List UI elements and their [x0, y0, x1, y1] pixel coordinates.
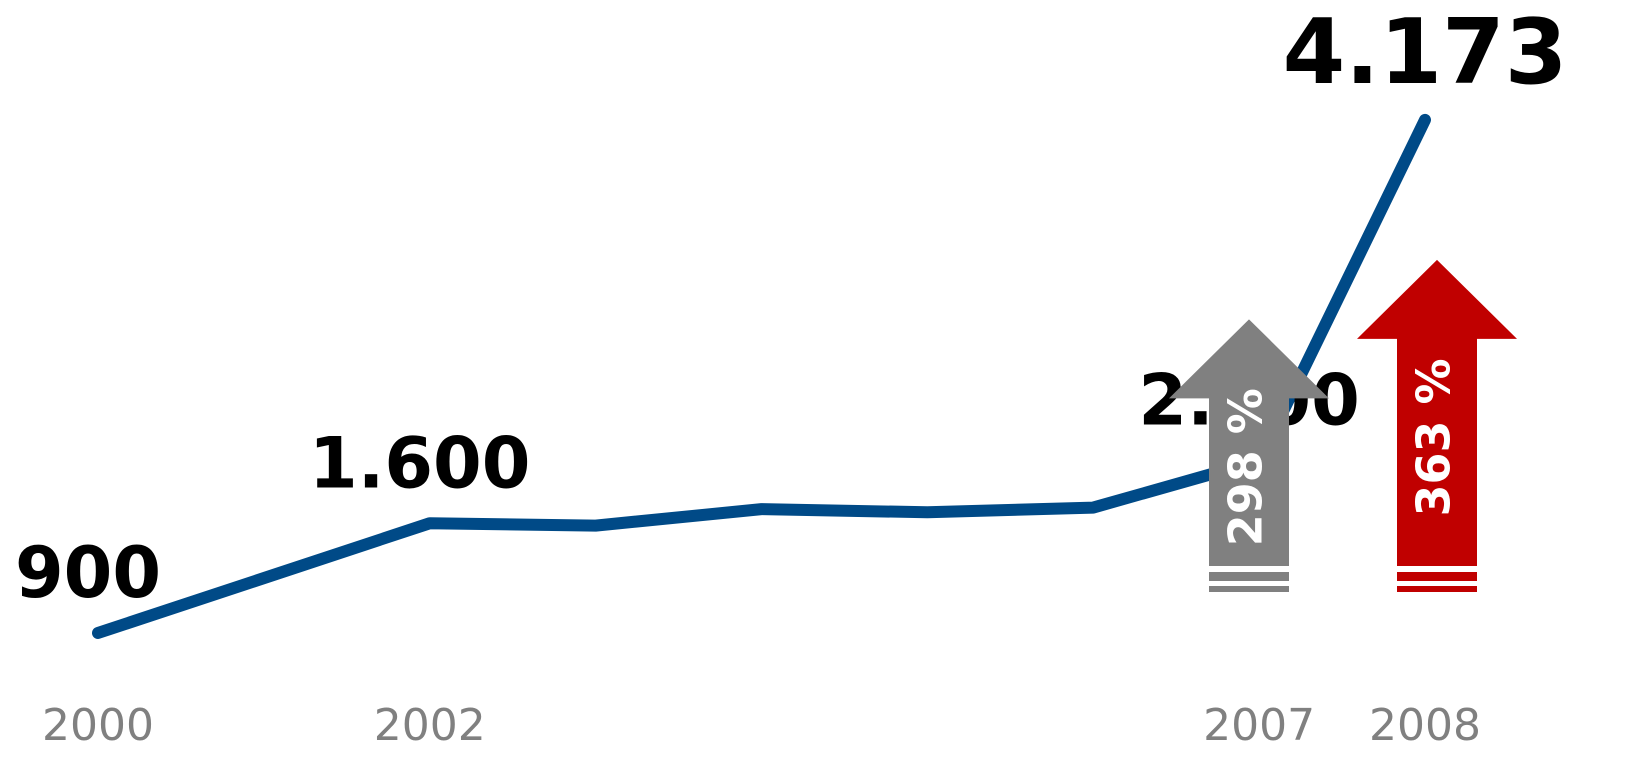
x-tick-label: 2002 [374, 700, 486, 751]
data-label: 900 [15, 532, 161, 614]
x-tick-label: 2008 [1369, 700, 1481, 751]
arrow-stripe [1209, 586, 1289, 592]
data-label: 1.600 [309, 422, 530, 504]
growth-arrow [1169, 319, 1329, 566]
arrow-stripe [1209, 572, 1289, 581]
arrow-label: 363 % [1407, 358, 1461, 516]
x-tick-label: 2000 [42, 700, 154, 751]
data-label: 4.173 [1283, 0, 1568, 105]
arrow-stripe [1397, 572, 1477, 581]
x-tick-label: 2007 [1203, 700, 1315, 751]
arrow-stripe [1397, 586, 1477, 592]
growth-arrow [1357, 259, 1517, 566]
arrow-label: 298 % [1219, 388, 1273, 546]
